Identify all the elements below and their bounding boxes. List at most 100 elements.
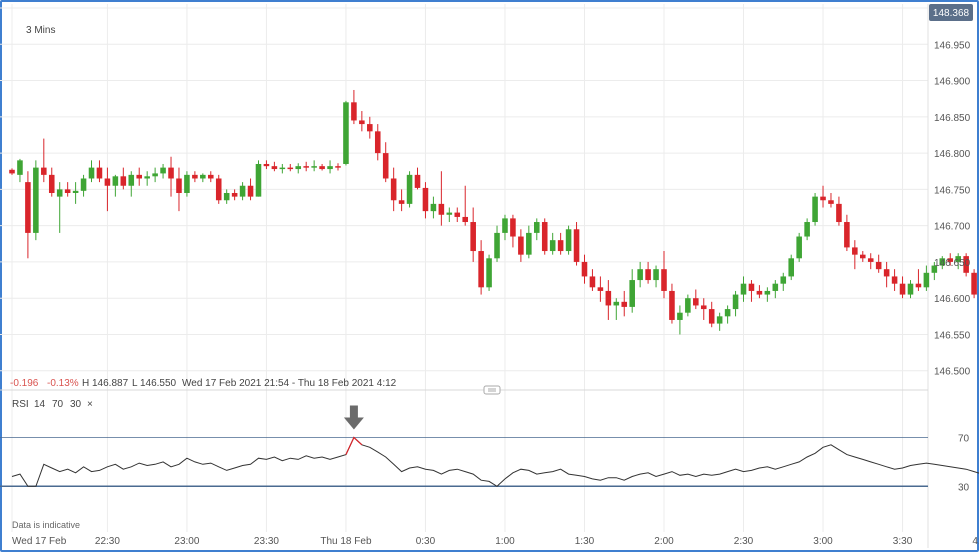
time-tick-label: 2:30: [734, 536, 754, 547]
candle: [716, 312, 723, 331]
price-tick-label: 146.600: [934, 294, 971, 305]
change-value: -0.196: [10, 378, 39, 389]
candle: [685, 294, 691, 317]
price-tick-label: 146.800: [934, 149, 971, 160]
candle: [947, 253, 954, 266]
candle: [661, 251, 667, 299]
time-tick-label: 2:00: [654, 536, 674, 547]
candle: [502, 214, 508, 241]
candle: [104, 167, 111, 212]
price-tick-label: 146.700: [934, 222, 971, 233]
price-tick-label: 146.850: [934, 113, 971, 124]
candle: [899, 276, 906, 299]
price-tick-label: 146.500: [934, 367, 971, 378]
candle: [637, 261, 643, 288]
candle: [541, 218, 548, 255]
time-tick-label: Wed 17 Feb: [12, 536, 67, 547]
candle: [184, 171, 190, 197]
candle: [160, 163, 166, 179]
candle: [820, 185, 826, 208]
candle: [875, 254, 882, 273]
candle: [653, 265, 659, 288]
candle: [382, 142, 389, 183]
candle: [438, 171, 445, 226]
candle: [446, 207, 453, 223]
candle: [700, 298, 707, 320]
candle: [168, 156, 174, 197]
candle: [398, 189, 405, 212]
rsi-param-upper: 70: [52, 399, 64, 410]
time-tick-label: 3:30: [893, 536, 913, 547]
candle: [406, 171, 413, 208]
candle: [804, 218, 810, 241]
candle: [955, 253, 961, 270]
current-price-value: 148.368: [933, 8, 970, 19]
candle: [923, 265, 930, 291]
price-tick-label: 146.950: [934, 40, 971, 51]
candle: [852, 240, 858, 270]
candle: [629, 269, 635, 313]
candle: [764, 287, 771, 302]
candle: [573, 222, 580, 266]
candle: [319, 163, 325, 171]
high-value: H 146.887: [82, 378, 129, 389]
rsi-panel: 70 30: [0, 434, 979, 493]
candle: [207, 171, 214, 183]
low-value: L 146.550: [132, 378, 177, 389]
candle: [883, 261, 890, 288]
rsi-line: [11, 436, 979, 487]
candle: [48, 167, 55, 197]
time-tick-label: 3:00: [813, 536, 833, 547]
rsi-close-icon[interactable]: ×: [87, 399, 93, 410]
candle: [971, 269, 977, 299]
candle: [605, 280, 612, 320]
candle: [581, 254, 588, 284]
candle: [152, 167, 158, 183]
candle: [939, 256, 946, 270]
candle: [748, 280, 755, 302]
rsi-label[interactable]: RSI: [12, 399, 29, 410]
candle: [9, 168, 15, 175]
candle: [64, 182, 71, 197]
candle: [557, 232, 564, 255]
time-tick-label: 23:30: [254, 536, 279, 547]
candle: [390, 167, 397, 212]
candle: [478, 240, 484, 295]
candle: [255, 160, 262, 197]
rsi-param-lower: 30: [70, 399, 82, 410]
candle: [287, 163, 294, 172]
time-tick-label: 1:00: [495, 536, 515, 547]
candle: [112, 174, 119, 197]
candle: [867, 253, 874, 270]
candle: [359, 111, 365, 132]
candle: [327, 160, 333, 174]
candle: [343, 100, 349, 166]
rsi-level-label: 70: [958, 434, 970, 445]
candle: [724, 305, 731, 324]
price-axis: 147.000146.950146.900146.850146.800146.7…: [934, 4, 971, 378]
candle: [732, 290, 739, 317]
timeframe-label[interactable]: 3 Mins: [26, 25, 55, 36]
candle: [88, 160, 95, 183]
candles-layer: [9, 89, 977, 335]
candle: [454, 207, 461, 223]
candle: [17, 158, 23, 183]
candle: [33, 160, 39, 241]
candle: [430, 196, 437, 219]
candle: [589, 269, 596, 291]
candle: [192, 171, 198, 183]
candle: [533, 218, 540, 241]
candle: [271, 161, 278, 172]
time-tick-label: Thu 18 Feb: [320, 536, 372, 547]
candle: [96, 160, 103, 183]
price-tick-label: 146.900: [934, 77, 971, 88]
rsi-level-label: 30: [958, 482, 970, 493]
panel-resize-handle[interactable]: [483, 385, 501, 395]
candle: [645, 261, 651, 284]
candle: [200, 173, 206, 183]
candle: [231, 189, 238, 201]
time-tick-label: 22:30: [95, 536, 120, 547]
candle: [756, 285, 763, 299]
